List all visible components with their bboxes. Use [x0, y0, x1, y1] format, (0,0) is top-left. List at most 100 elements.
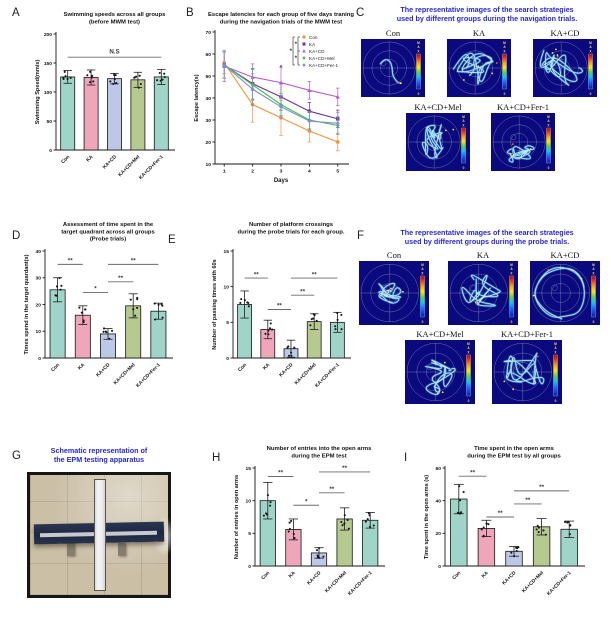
track-hotspot — [532, 294, 535, 297]
track-hotspot — [401, 290, 404, 293]
panel-g-title-line2: the EPM testing apparatus — [53, 455, 145, 465]
track-hotspot — [529, 148, 532, 150]
significance-label: ** — [254, 271, 259, 278]
colorbar-max-label: X — [510, 271, 513, 275]
scatter-dot — [290, 354, 293, 357]
y-tick-label: 5 — [226, 320, 229, 326]
colorbar-max-label: A — [554, 346, 557, 350]
colorbar — [591, 275, 596, 318]
scatter-dot — [153, 302, 156, 305]
significance-label: ** — [277, 303, 282, 310]
legend-label: KA+CD+Fer-1 — [309, 63, 339, 68]
marker-square — [302, 42, 306, 46]
scatter-dot — [62, 76, 65, 79]
platform-marker — [469, 284, 476, 291]
colorbar-max-label: M — [589, 41, 592, 45]
colorbar-max-label: M — [503, 41, 506, 45]
scatter-dot — [102, 327, 106, 330]
x-tick-label: 4 — [308, 169, 311, 175]
swim-track — [539, 50, 583, 86]
scatter-dot — [347, 527, 350, 530]
scatter-dot — [54, 294, 57, 297]
scatter-dot — [105, 331, 108, 334]
scatter-dot — [264, 332, 267, 335]
significance-label: * — [94, 286, 97, 293]
significance-label: ** — [498, 510, 503, 517]
y-tick-label: 0 — [49, 148, 52, 154]
colorbar-max-label: X — [417, 49, 420, 53]
scatter-dot — [58, 277, 61, 280]
epm-open-arms — [94, 478, 106, 592]
track-hotspot — [399, 82, 402, 85]
scatter-dot — [336, 312, 339, 315]
scatter-dot — [341, 524, 344, 527]
maze-group-label: KA — [472, 28, 486, 38]
scatter-dot — [243, 299, 246, 302]
scatter-dot — [372, 524, 375, 527]
track-hotspot — [444, 129, 447, 132]
scatter-dot — [563, 520, 567, 524]
scatter-dot — [459, 499, 462, 502]
colorbar-min-label: 0 — [468, 399, 470, 403]
y-tick-label: 5 — [248, 531, 251, 537]
colorbar-max-label: A — [592, 267, 595, 271]
swim-track — [534, 267, 585, 320]
significance-label: ** — [118, 275, 123, 282]
x-tick-label: Con — [60, 154, 71, 165]
y-tick-label: 100 — [44, 90, 52, 96]
y-tick-label: 60 — [206, 52, 212, 58]
scatter-dot — [266, 494, 269, 497]
colorbar-max-label: X — [467, 350, 470, 354]
marker-triangle — [307, 88, 312, 93]
chart-title-line: Swimming speeds across all groups — [64, 12, 167, 18]
scatter-dot — [293, 537, 296, 540]
scatter-dot — [516, 547, 519, 550]
swim-track — [453, 52, 494, 85]
scatter-dot — [292, 532, 295, 535]
scatter-dot — [309, 324, 312, 327]
scatter-dot — [458, 485, 461, 488]
panel-label-d: D — [12, 230, 21, 242]
scatter-dot — [161, 78, 164, 81]
maze-track-image-KA+CD+Mel: MAX 0 — [406, 113, 470, 171]
panel-label-h: H — [212, 452, 221, 464]
significance-label: ** — [539, 484, 544, 491]
scatter-dot — [485, 522, 488, 525]
colorbar — [420, 275, 425, 318]
colorbar-min-label: 0 — [555, 399, 557, 403]
track-hotspot — [555, 48, 557, 51]
chart-title-line: during the probe trials for each group. — [237, 229, 344, 235]
swim-track — [506, 145, 535, 163]
x-tick-label: KA — [77, 362, 87, 372]
scatter-dot — [290, 519, 293, 523]
colorbar-max-label: X — [592, 271, 595, 275]
platform-marker — [510, 134, 517, 141]
x-tick-label: 3 — [280, 169, 283, 175]
scatter-dot — [137, 86, 140, 89]
y-tick-label: 200 — [44, 32, 52, 38]
scatter-dot — [268, 327, 272, 330]
scatter-dot — [267, 333, 270, 336]
legend-significance: * — [290, 48, 293, 55]
track-hotspot — [380, 294, 382, 297]
scatter-dot — [132, 308, 135, 311]
track-hotspot — [512, 388, 514, 391]
colorbar-min-label: 0 — [418, 92, 420, 96]
marker-diamond — [279, 104, 283, 109]
scatter-dot — [139, 82, 142, 86]
scatter-dot — [160, 303, 163, 306]
scatter-dot — [568, 533, 571, 536]
maze-group-label: Con — [386, 250, 402, 260]
scatter-dot — [247, 305, 250, 308]
swim-track — [425, 359, 456, 395]
track-hotspot — [443, 361, 446, 364]
scatter-dot — [92, 80, 95, 83]
colorbar-max-label: M — [554, 342, 557, 346]
colorbar — [416, 53, 421, 90]
escape-latency-line-chart: Escape latencies for each group of five … — [194, 12, 354, 184]
scatter-dot — [286, 346, 289, 349]
colorbar-max-label: X — [421, 271, 424, 275]
maze-track-image-KA+CD: MAX 0 — [530, 261, 600, 325]
scatter-dot — [110, 329, 114, 332]
